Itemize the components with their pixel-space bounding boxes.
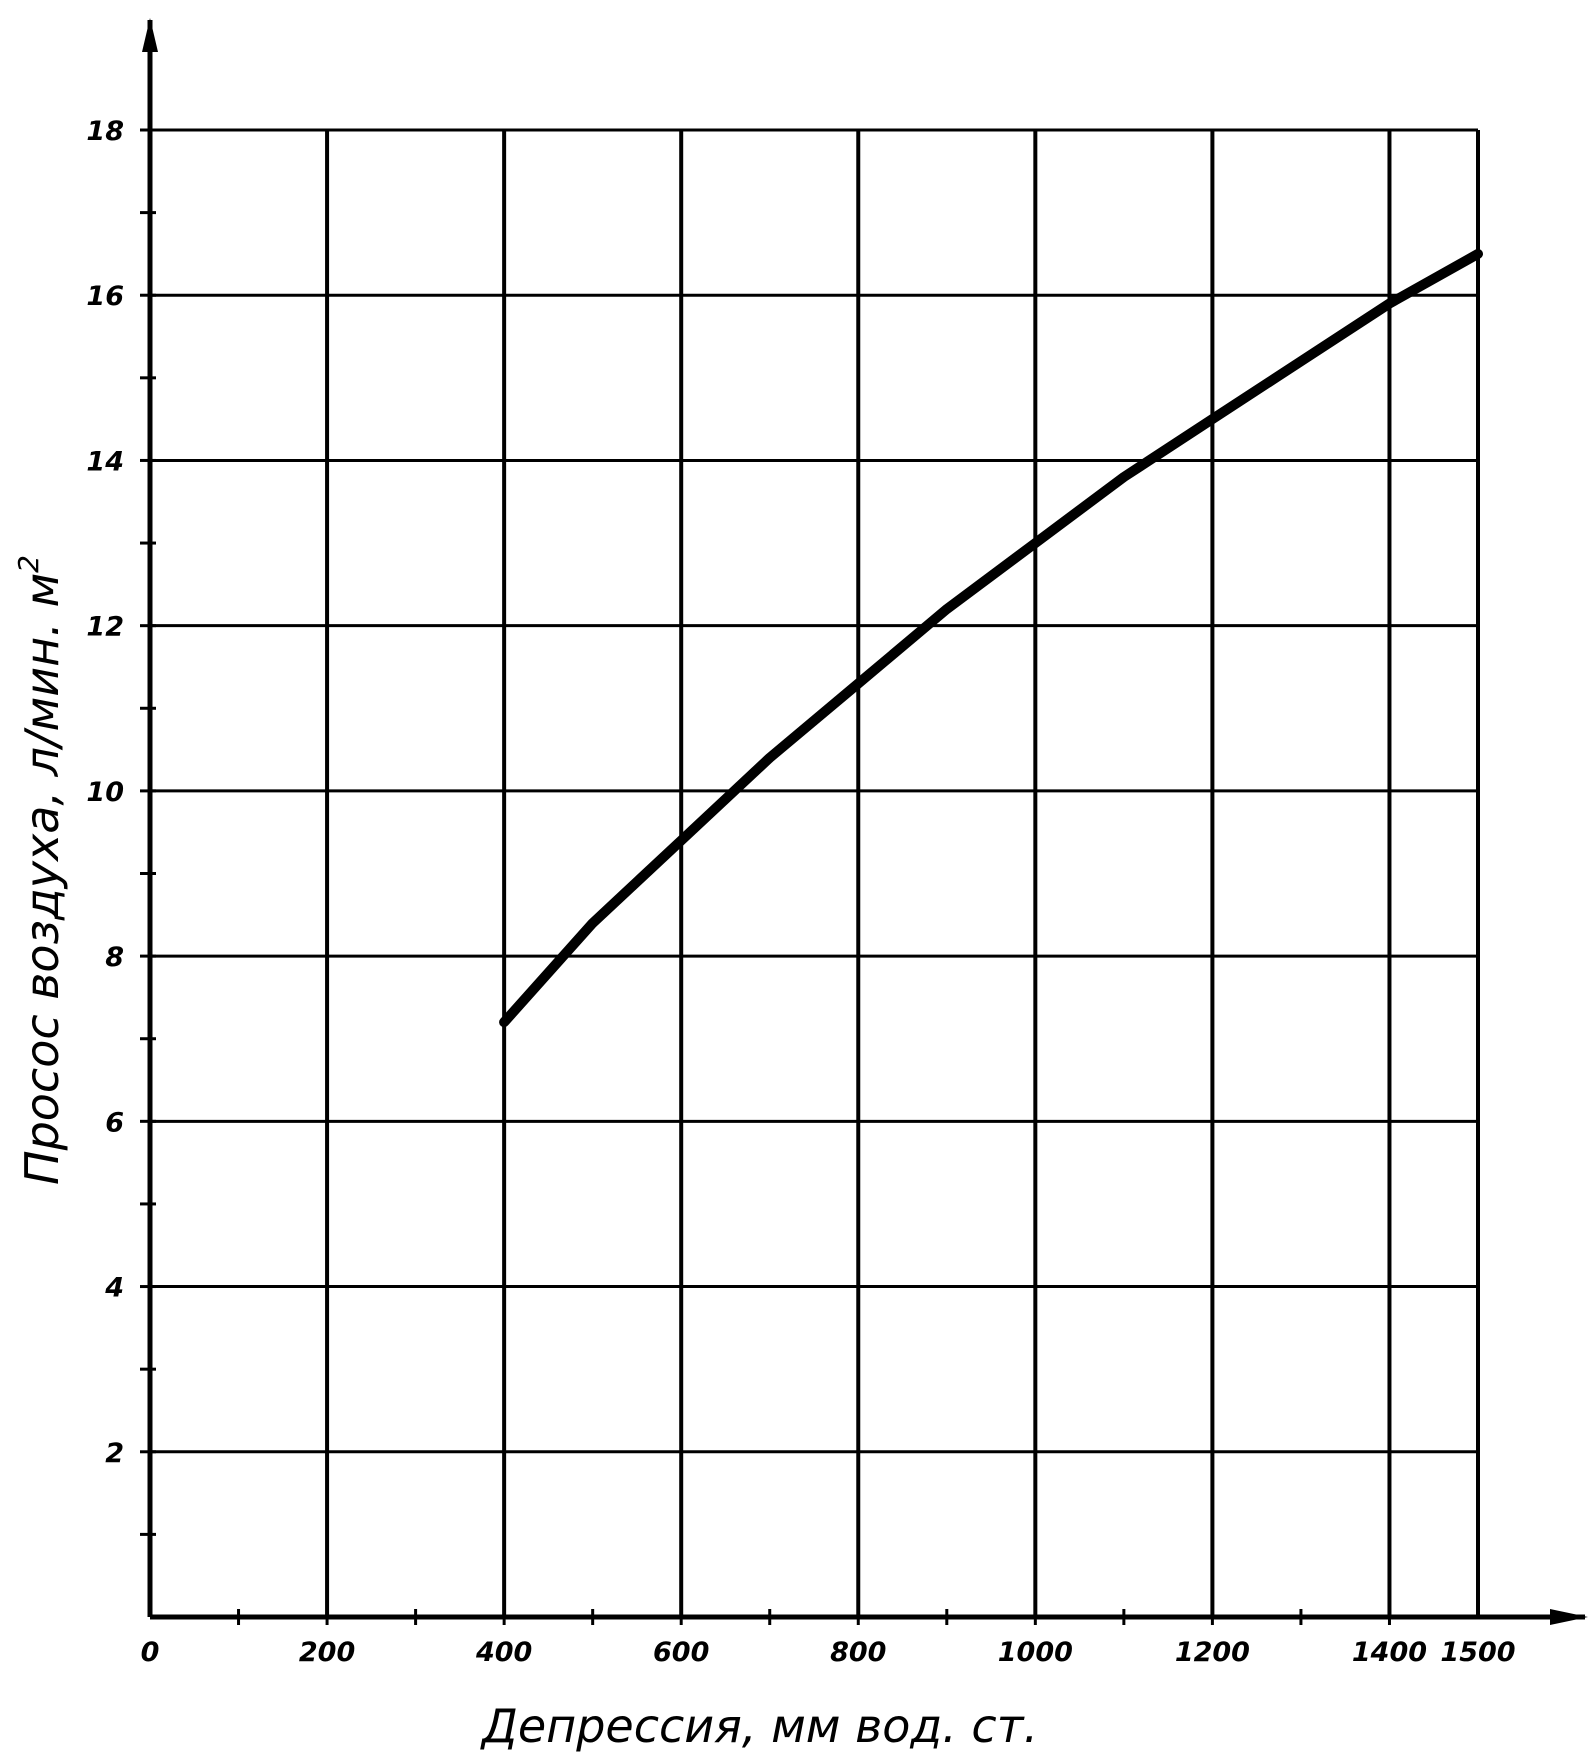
x-tick-label: 1400 <box>1352 1637 1427 1668</box>
y-axis-arrow <box>142 18 158 52</box>
series <box>499 248 1483 1028</box>
y-tick-label: 18 <box>86 116 124 147</box>
y-tick-label: 14 <box>86 446 124 477</box>
x-tick-label: 400 <box>475 1637 532 1668</box>
y-axis-title-superscript: 2 <box>12 555 45 573</box>
y-tick-label: 16 <box>86 281 124 312</box>
x-tick-label: 600 <box>653 1637 709 1668</box>
x-axis-title: Депрессия, мм вод. ст. <box>480 1699 1038 1753</box>
ticks <box>140 128 1391 1625</box>
axes <box>142 18 1588 1625</box>
x-tick-label: 0 <box>141 1637 160 1668</box>
x-tick-label: 1500 <box>1440 1637 1515 1668</box>
y-tick-label: 4 <box>104 1273 124 1304</box>
y-tick-label: 6 <box>105 1107 124 1138</box>
x-axis-arrow <box>1550 1609 1588 1625</box>
y-tick-label: 12 <box>86 612 124 643</box>
y-tick-label: 10 <box>86 777 124 808</box>
x-tick-label: 1200 <box>1175 1637 1250 1668</box>
y-tick-label: 2 <box>105 1438 124 1469</box>
labels: 0 200 400 600 800 1000 1200 1400 1500 2 4 6 8 10 12 14 1… <box>86 116 1515 1668</box>
y-axis-title: Просос воздуха, л/мин. м2 <box>12 555 69 1185</box>
x-tick-label: 200 <box>299 1637 355 1668</box>
y-tick-label: 8 <box>105 942 124 973</box>
series-line <box>499 248 1483 1028</box>
x-tick-label: 800 <box>830 1637 886 1668</box>
grid <box>150 128 1480 1617</box>
y-axis-title-text: Просос воздуха, л/мин. м <box>15 573 69 1185</box>
x-tick-label: 1000 <box>998 1637 1073 1668</box>
